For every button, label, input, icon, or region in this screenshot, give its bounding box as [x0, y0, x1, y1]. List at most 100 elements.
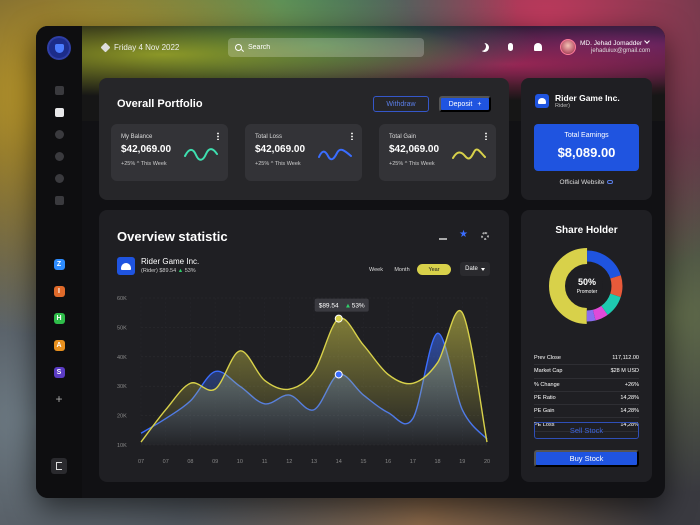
- x-tick-label: 13: [311, 459, 317, 465]
- stat-value: 14,28%: [620, 395, 639, 402]
- highlight-point[interactable]: [334, 370, 343, 379]
- yellow-series-area: [141, 310, 487, 445]
- date-text: Friday 4 Nov 2022: [114, 43, 180, 52]
- company-name: Rider Game Inc.: [555, 93, 620, 103]
- stat-label: PE Ratio: [534, 395, 556, 402]
- logo-icon: [54, 43, 64, 53]
- date-select-label: Date: [465, 266, 478, 272]
- app-green-icon[interactable]: H: [53, 313, 65, 324]
- add-app-button[interactable]: +: [55, 392, 63, 406]
- loss-card[interactable]: Total Loss $42,069.00 +25% ^ This Week: [245, 124, 362, 181]
- tooltip-change: 53%: [352, 303, 365, 310]
- balance-card[interactable]: My Balance $42,069.00 +25% ^ This Week: [111, 124, 228, 181]
- stat-value: 14,28%: [620, 421, 639, 428]
- stat-row: Market Cap $28 M USD: [534, 365, 639, 379]
- deposit-button[interactable]: Deposit +: [439, 96, 491, 112]
- date-select[interactable]: Date: [460, 262, 490, 276]
- avatar[interactable]: [560, 39, 576, 55]
- change-period: This Week: [408, 161, 435, 167]
- x-tick-label: 10: [237, 459, 243, 465]
- yellow-series-line: [140, 309, 488, 443]
- period-week[interactable]: Week: [369, 266, 383, 273]
- overview-ticker: (Rider): [141, 268, 158, 274]
- tooltip-price: $89.54: [319, 303, 339, 310]
- overview-chart: 10K 20K 30K 40K 50K 60K 07 07 08 09 10 11 12 13 14 15 16…: [117, 296, 490, 465]
- user-name[interactable]: MD. Jehad Jomadder: [580, 38, 650, 47]
- gain-label: Total Gain: [389, 134, 417, 140]
- deposit-label: Deposit: [448, 100, 473, 108]
- app-logo[interactable]: [49, 38, 69, 58]
- sparkline: [452, 148, 486, 160]
- x-tick-label: 20: [484, 459, 490, 465]
- x-tick-label: 15: [360, 459, 366, 465]
- gear-icon[interactable]: [481, 232, 489, 240]
- stat-label: % Change: [534, 381, 560, 388]
- chevron-down-icon[interactable]: [644, 38, 650, 44]
- microphone-icon[interactable]: [508, 43, 513, 51]
- moon-icon[interactable]: [480, 43, 489, 52]
- x-tick-label: 17: [410, 459, 416, 465]
- search-input[interactable]: [248, 44, 408, 51]
- stat-row: PE Gain 14,28%: [534, 405, 639, 419]
- y-tick-label: 50K: [117, 325, 127, 331]
- x-tick-label: 18: [435, 459, 441, 465]
- y-tick-label: 10K: [117, 443, 127, 449]
- change-value: +25%: [389, 161, 404, 167]
- x-tick-label: 07: [138, 459, 144, 465]
- stats-table: Prev Close 117,112.00 Market Cap $28 M USD…: [534, 352, 639, 432]
- user-email: jehaduiux@gmail.com: [591, 48, 651, 54]
- loss-label: Total Loss: [255, 134, 283, 140]
- official-website-link[interactable]: Official Website: [521, 179, 652, 186]
- sidebar: Z I H A S +: [36, 26, 82, 498]
- sparkline: [318, 148, 352, 161]
- more-icon[interactable]: [485, 132, 487, 140]
- gain-card[interactable]: Total Gain $42,069.00 +25% ^ This Week: [379, 124, 496, 181]
- bell-icon[interactable]: [534, 43, 542, 51]
- buy-stock-button[interactable]: Buy Stock: [534, 450, 639, 467]
- caret-down-icon: [480, 267, 485, 271]
- search-bar[interactable]: [228, 38, 424, 57]
- stat-value: 117,112.00: [612, 355, 639, 362]
- stat-row: PE Ratio 14,28%: [534, 392, 639, 406]
- grid-icon[interactable]: [54, 86, 64, 95]
- withdraw-button[interactable]: Withdraw: [373, 96, 429, 112]
- zoom-app-icon[interactable]: Z: [53, 259, 65, 270]
- x-tick-label: 16: [385, 459, 391, 465]
- gain-change: +25% ^ This Week: [389, 161, 435, 167]
- more-icon[interactable]: [351, 132, 353, 140]
- logout-icon: [56, 462, 62, 470]
- donut-slice[interactable]: [551, 250, 623, 322]
- logout-button[interactable]: [51, 458, 67, 474]
- app-purple-icon[interactable]: S: [53, 367, 65, 378]
- change-period: This Week: [140, 161, 167, 167]
- sell-stock-button[interactable]: Sell Stock: [534, 422, 639, 439]
- loss-value: $42,069.00: [255, 144, 306, 155]
- x-tick-label: 09: [212, 459, 218, 465]
- app-amber-icon[interactable]: A: [53, 340, 65, 351]
- weather-icon: [100, 42, 111, 53]
- highlight-point[interactable]: [334, 314, 343, 323]
- chevron-up-icon: ^: [136, 161, 140, 167]
- plus-icon: +: [477, 100, 482, 108]
- period-month[interactable]: Month: [394, 266, 410, 273]
- overview-change: 53%: [184, 268, 196, 274]
- chat-icon[interactable]: [54, 130, 64, 139]
- donut-slice[interactable]: [549, 248, 625, 324]
- download-icon[interactable]: [439, 232, 447, 240]
- donut-slice[interactable]: [551, 250, 623, 322]
- buy-stock-label: Buy Stock: [569, 454, 604, 463]
- card-icon[interactable]: [54, 196, 64, 205]
- app-orange-icon[interactable]: I: [53, 286, 65, 297]
- user-icon[interactable]: [54, 174, 64, 183]
- star-icon[interactable]: ★: [459, 229, 468, 240]
- company-ticker: Rider): [555, 103, 570, 109]
- chart-icon[interactable]: [54, 108, 64, 117]
- sparkline: [184, 148, 218, 161]
- period-year[interactable]: Year: [417, 264, 451, 275]
- x-tick-label: 08: [187, 459, 193, 465]
- donut-hole: [571, 270, 603, 302]
- donut-label: Promoter: [577, 289, 598, 295]
- overview-ticker-row: (Rider) $89.54 ▲ 53%: [141, 268, 196, 274]
- more-icon[interactable]: [217, 132, 219, 140]
- message-icon[interactable]: [54, 152, 64, 161]
